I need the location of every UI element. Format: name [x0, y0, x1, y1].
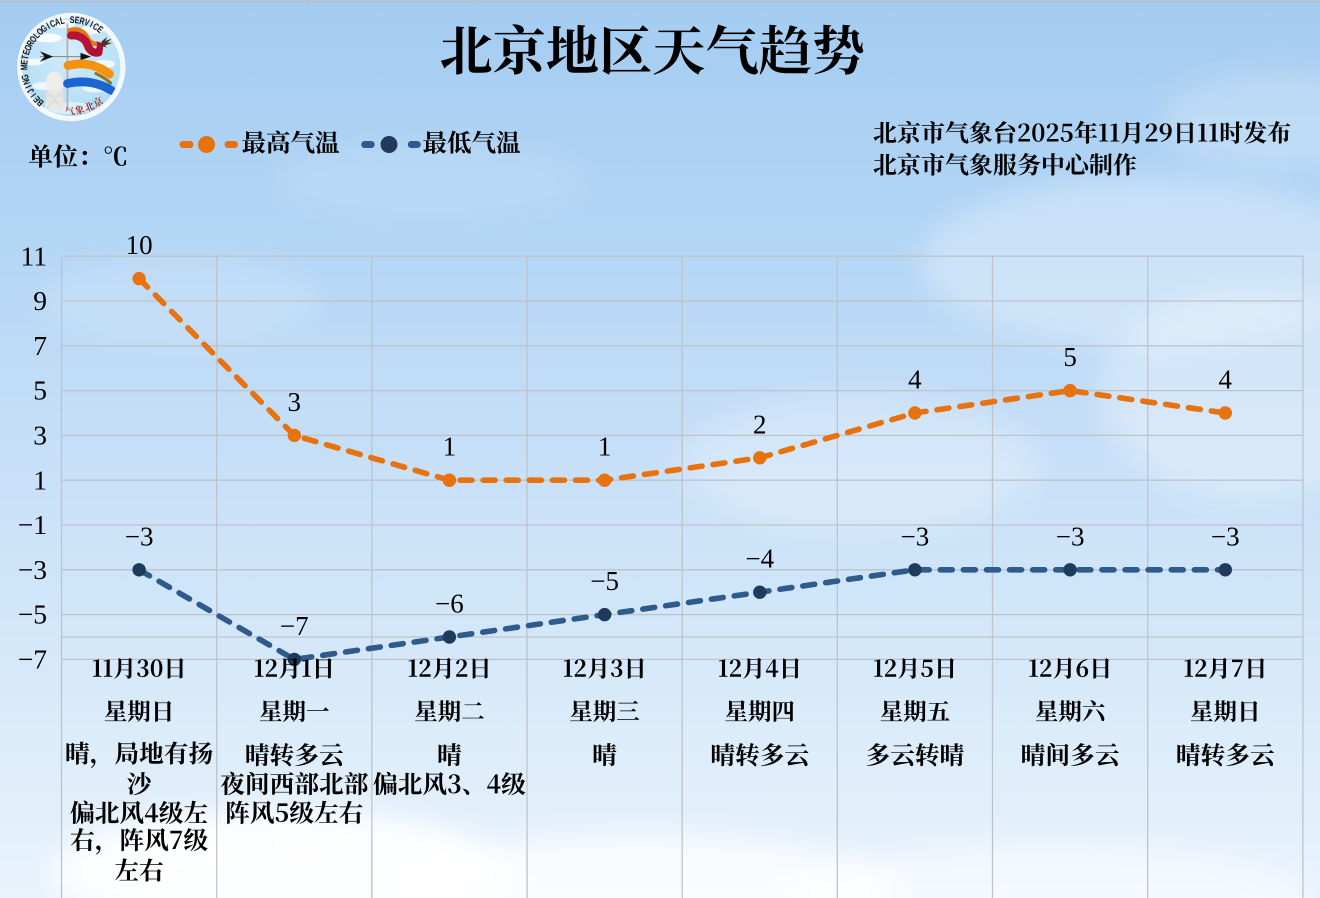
- svg-text:N: N: [20, 78, 32, 86]
- svg-text:−7: −7: [18, 644, 47, 675]
- svg-text:−1: −1: [18, 509, 47, 540]
- svg-text:S: S: [70, 14, 75, 26]
- svg-text:R: R: [78, 15, 86, 27]
- svg-text:−4: −4: [745, 544, 774, 574]
- svg-text:G: G: [19, 73, 31, 81]
- svg-text:−6: −6: [435, 589, 464, 619]
- svg-text:−5: −5: [590, 566, 619, 596]
- svg-text:I: I: [23, 84, 34, 91]
- svg-text:M: M: [18, 64, 30, 70]
- svg-text:J: J: [24, 86, 36, 95]
- svg-text:T: T: [19, 53, 31, 60]
- svg-text:A: A: [53, 15, 61, 27]
- svg-text:2: 2: [753, 409, 767, 439]
- svg-text:O: O: [27, 33, 40, 44]
- svg-text:3: 3: [33, 420, 47, 451]
- svg-text:B: B: [34, 97, 45, 109]
- svg-text:E: E: [20, 48, 32, 56]
- svg-text:11: 11: [21, 240, 47, 271]
- svg-text:−3: −3: [18, 554, 47, 585]
- svg-text:1: 1: [33, 464, 47, 495]
- svg-text:O: O: [34, 25, 46, 37]
- svg-text:−3: −3: [125, 521, 154, 551]
- svg-text:1: 1: [598, 432, 612, 462]
- svg-text:E: E: [95, 23, 106, 35]
- svg-text:9: 9: [33, 285, 47, 316]
- svg-text:G: G: [38, 22, 49, 35]
- svg-text:−3: −3: [1211, 521, 1240, 551]
- svg-text:L: L: [59, 14, 65, 26]
- svg-text:−7: −7: [280, 611, 309, 641]
- svg-text:3: 3: [288, 387, 302, 417]
- svg-text:4: 4: [1219, 365, 1233, 395]
- svg-text:O: O: [22, 43, 35, 53]
- svg-text:C: C: [91, 20, 101, 32]
- svg-text:−5: −5: [18, 599, 47, 630]
- svg-text:−3: −3: [901, 521, 930, 551]
- svg-text:I: I: [44, 20, 51, 31]
- svg-text:L: L: [31, 30, 42, 41]
- svg-text:4: 4: [908, 365, 922, 395]
- svg-text:V: V: [83, 16, 91, 28]
- svg-text:E: E: [74, 14, 80, 26]
- svg-text:I: I: [88, 18, 95, 29]
- svg-text:R: R: [24, 38, 36, 48]
- svg-text:I: I: [28, 91, 38, 99]
- svg-text:7: 7: [33, 330, 47, 361]
- svg-text:5: 5: [33, 375, 47, 406]
- svg-text:1: 1: [443, 432, 457, 462]
- svg-text:−3: −3: [1056, 521, 1085, 551]
- svg-text:10: 10: [126, 230, 153, 260]
- svg-text:E: E: [31, 94, 43, 105]
- svg-text:C: C: [48, 17, 57, 30]
- svg-text:E: E: [18, 59, 30, 65]
- svg-text:5: 5: [1063, 342, 1077, 372]
